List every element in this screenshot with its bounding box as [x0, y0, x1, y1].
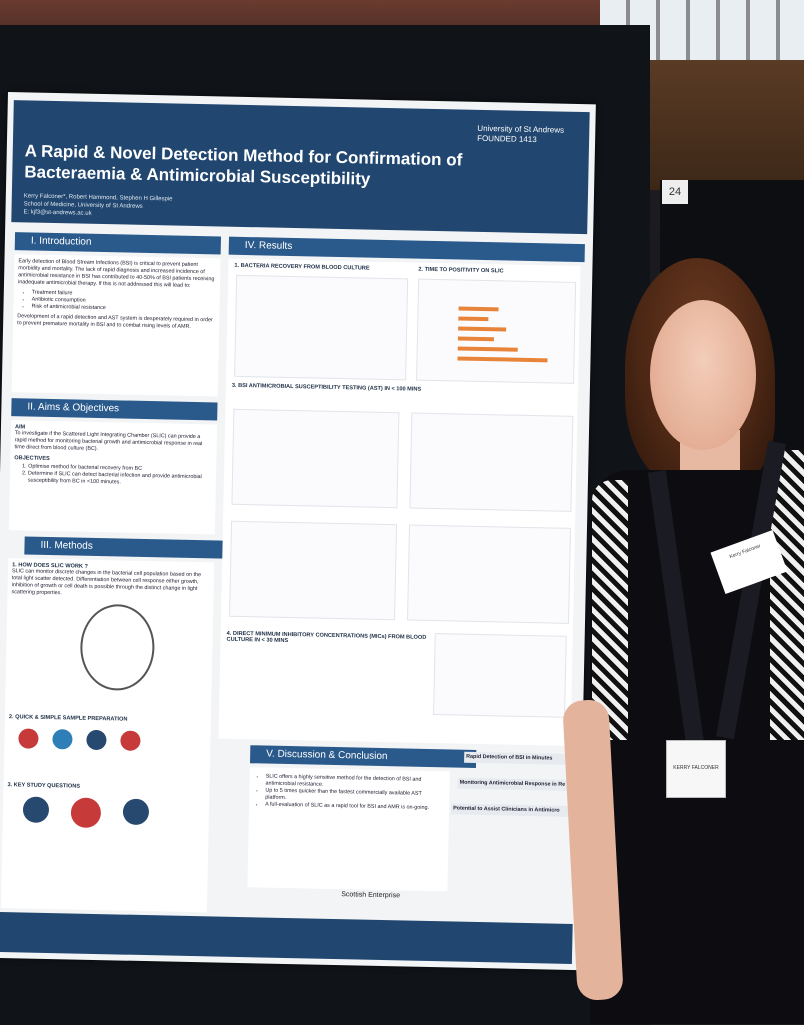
section-methods: III. Methods [24, 536, 225, 559]
infection-icon [22, 796, 50, 824]
patient-icon [70, 797, 102, 829]
person-face [650, 300, 756, 450]
introduction-panel: Early detection of Blood Stream Infectio… [11, 254, 221, 397]
intro-text: Early detection of Blood Stream Infectio… [17, 258, 215, 289]
callout-3: Potential to Assist Clinicians in Antimi… [450, 803, 578, 818]
ast-chart-1 [231, 408, 400, 509]
callout-2: Monitoring Antimicrobial Response in Re [457, 777, 578, 792]
ast-chart-4 [407, 524, 571, 624]
university-logo: University of St Andrews FOUNDED 1413 [477, 124, 577, 148]
callout-1: Rapid Detection of BSI in Minutes [464, 751, 579, 766]
intro-text-2: Development of a rapid detection and AST… [17, 313, 213, 330]
results-4-heading: 4. DIRECT MINIMUM INHIBITORY CONCENTRATI… [226, 630, 427, 644]
slic-diagram [79, 603, 156, 692]
recovery-chart [234, 274, 409, 381]
results-1-heading: 1. BACTERIA RECOVERY FROM BLOOD CULTURE [234, 262, 370, 272]
results-2-heading: 2. TIME TO POSITIVITY ON SLIC [418, 266, 504, 275]
centrifuge-icon [52, 729, 73, 750]
discussion-bullets: SLIC offers a highly sensitive method fo… [265, 774, 444, 813]
ast-chart-3 [229, 520, 398, 621]
section-introduction: I. Introduction [14, 232, 222, 255]
results-3-heading: 3. BSI ANTIMICROBIAL SUSCEPTIBILITY TEST… [231, 382, 422, 393]
wood-panelling [650, 60, 804, 190]
sample-prep-steps [18, 728, 206, 752]
cardigan-left [592, 480, 628, 740]
incubation-icon [86, 729, 107, 751]
data-analysis-icon [120, 730, 141, 751]
section-discussion: V. Discussion & Conclusion [249, 745, 477, 768]
methods-q2: 2. QUICK & SIMPLE SAMPLE PREPARATION [8, 714, 128, 723]
antibiotic-icon [122, 798, 150, 826]
methods-panel: 1. HOW DOES SLIC WORK ? SLIC can monitor… [0, 558, 215, 913]
mic-chart [433, 633, 567, 718]
sponsor-logo: Scottish Enterprise [341, 891, 401, 900]
ast-chart-2 [409, 412, 574, 512]
section-aims: II. Aims & Objectives [11, 398, 218, 421]
objectives-list: Optimise method for bacterial recovery f… [28, 464, 212, 489]
research-poster: A Rapid & Novel Detection Method for Con… [0, 92, 596, 971]
poster-footer [0, 911, 573, 964]
aims-panel: AIM To investigate if the Scattered Ligh… [8, 420, 218, 535]
board-number: 24 [662, 180, 688, 204]
results-panel: 1. BACTERIA RECOVERY FROM BLOOD CULTURE … [218, 258, 581, 746]
list-item: Determine if SLIC can detect bacterial i… [28, 471, 212, 489]
intro-bullets: Treatment failure Antibiotic consumption… [31, 290, 215, 315]
blood-culture-icon [18, 728, 39, 749]
name-badge-lower: KERRY FALCONER [666, 740, 726, 798]
time-to-positivity-chart [416, 278, 577, 384]
key-questions [22, 796, 206, 830]
discussion-panel: SLIC offers a highly sensitive method fo… [247, 767, 450, 892]
aim-text: To investigate if the Scattered Light In… [14, 430, 203, 452]
methods-q1-text: SLIC can monitor discrete changes in the… [11, 568, 202, 597]
methods-q3: 3. KEY STUDY QUESTIONS [7, 782, 81, 790]
section-results: IV. Results [228, 236, 585, 263]
logo-founded: FOUNDED 1413 [477, 133, 537, 145]
